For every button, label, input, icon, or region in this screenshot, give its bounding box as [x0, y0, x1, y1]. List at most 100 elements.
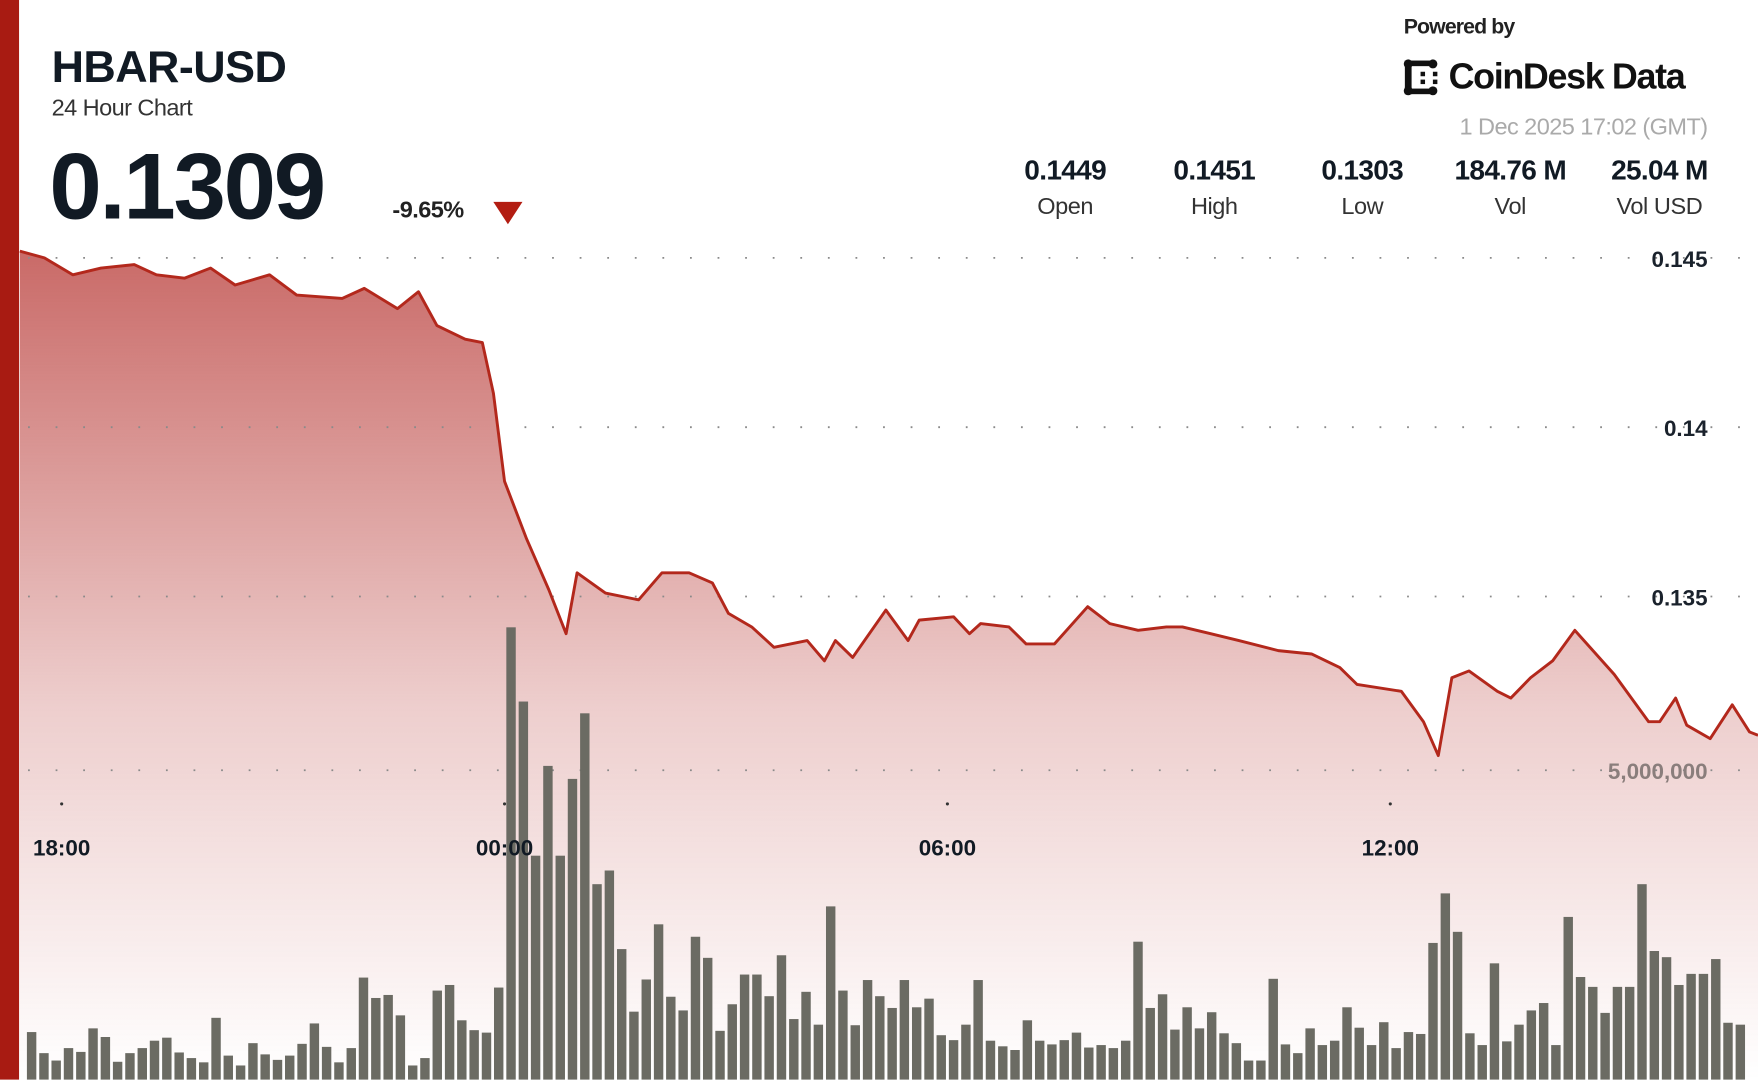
volume-bar: [911, 1007, 922, 1080]
volume-bar: [666, 996, 676, 1080]
volume-bar: [580, 713, 590, 1080]
volume-bar: [801, 991, 811, 1080]
x-tick-label: 12:00: [1362, 835, 1419, 860]
volume-bar: [100, 1036, 111, 1080]
volume-bar: [1305, 1028, 1315, 1080]
volume-bar: [321, 1046, 332, 1080]
volume-bar: [1034, 1040, 1045, 1080]
volume-bar: [543, 765, 553, 1080]
volume-bar: [63, 1048, 74, 1080]
volume-bar: [395, 1015, 406, 1080]
volume-bar: [1526, 1010, 1537, 1080]
volume-bar: [1084, 1047, 1094, 1080]
volume-bar: [1293, 1053, 1303, 1080]
stat-label: Low: [1341, 193, 1384, 220]
volume-bar: [334, 1062, 344, 1080]
volume-bar: [1120, 1040, 1131, 1080]
gridlines: [28, 256, 1750, 806]
volume-bar: [309, 1023, 320, 1080]
volume-bar: [1514, 1024, 1524, 1080]
volume-bar: [1477, 1045, 1487, 1080]
volume-bar: [887, 1007, 897, 1080]
powered-by-label: Powered by: [1403, 15, 1516, 40]
volume-bar: [223, 1055, 233, 1080]
volume-bar: [125, 1053, 135, 1080]
volume-bar: [1317, 1045, 1328, 1080]
stat-open: 0.1449 Open: [992, 155, 1138, 221]
stat-label: Vol USD: [1616, 193, 1703, 220]
volume-bar: [702, 957, 713, 1080]
volume-bar: [88, 1028, 98, 1080]
volume-bar: [1661, 957, 1672, 1080]
price-line: [19, 249, 1758, 758]
volume-bar: [469, 1030, 479, 1080]
volume-bar: [51, 1060, 61, 1080]
volume-bar: [998, 1046, 1008, 1080]
volume-bar: [727, 1004, 737, 1080]
volume-bar: [1206, 1012, 1217, 1080]
volume-bar: [1428, 942, 1438, 1080]
volume-bar: [1637, 884, 1647, 1080]
volume-bar: [26, 1032, 37, 1080]
y-tick-label: 0.135: [1652, 585, 1708, 610]
volume-bar: [1366, 1045, 1377, 1080]
volume-bar: [1108, 1048, 1119, 1080]
volume-bar: [235, 1065, 246, 1080]
volume-bar: [739, 974, 750, 1080]
volume-bar: [1502, 1041, 1512, 1080]
volume-bar: [444, 984, 455, 1080]
volume-bar: [420, 1058, 430, 1080]
volume-bar: [813, 1024, 824, 1080]
volume-bar: [1698, 973, 1709, 1080]
volume-bar: [1465, 1033, 1475, 1080]
volume-bar: [1674, 984, 1684, 1080]
volume-bar: [752, 974, 762, 1080]
volume-bar: [272, 1059, 283, 1080]
volume-bar: [1649, 951, 1660, 1080]
volume-bar: [518, 701, 529, 1080]
volume-bar: [862, 980, 873, 1080]
volume-bar: [39, 1053, 49, 1080]
volume-bar: [690, 936, 701, 1080]
stat-high: 0.1451 High: [1141, 155, 1287, 221]
volume-bar: [199, 1062, 209, 1080]
stat-value: 184.76 M: [1454, 154, 1567, 187]
volume-bar: [973, 980, 983, 1080]
coindesk-data-logo: CoinDesk Data: [1402, 56, 1686, 97]
volume-bar: [481, 1032, 492, 1080]
volume-bar: [616, 949, 627, 1080]
price-change: -9.65%: [392, 197, 464, 224]
volume-bar: [1329, 1040, 1340, 1080]
volume-bar: [1182, 1007, 1192, 1080]
volume-bar: [211, 1017, 221, 1080]
volume-bar: [1735, 1024, 1746, 1080]
volume-bar: [358, 977, 369, 1080]
x-tick-label: 00:00: [476, 835, 533, 860]
volume-bar: [1440, 893, 1451, 1080]
volume-bar: [653, 924, 664, 1080]
y-tick-label: 0.145: [1652, 247, 1708, 272]
current-price: 0.1309: [49, 133, 326, 239]
volume-bar: [1354, 1027, 1364, 1080]
volume-bar: [899, 980, 910, 1080]
volume-bar: [1231, 1043, 1242, 1080]
volume-bar: [936, 1035, 946, 1080]
volume-bar: [1723, 1022, 1733, 1080]
volume-bar: [1022, 1020, 1033, 1080]
volume-tick-label: 5,000,000: [1608, 759, 1708, 784]
volume-bar: [1415, 1033, 1426, 1080]
volume-bar: [383, 994, 393, 1080]
volume-bar: [924, 998, 934, 1080]
volume-bar: [1403, 1032, 1414, 1080]
volume-bar: [1342, 1007, 1352, 1080]
volume-bar: [1612, 986, 1623, 1080]
logo-text: CoinDesk Data: [1448, 56, 1686, 97]
volume-bar: [346, 1048, 356, 1080]
down-arrow-icon: [493, 201, 523, 225]
stat-value: 0.1303: [1321, 154, 1404, 187]
volume-bar: [825, 906, 836, 1080]
stat-low: 0.1303 Low: [1289, 155, 1435, 221]
volume-bar: [1133, 941, 1143, 1080]
stat-value: 25.04 M: [1611, 154, 1708, 187]
